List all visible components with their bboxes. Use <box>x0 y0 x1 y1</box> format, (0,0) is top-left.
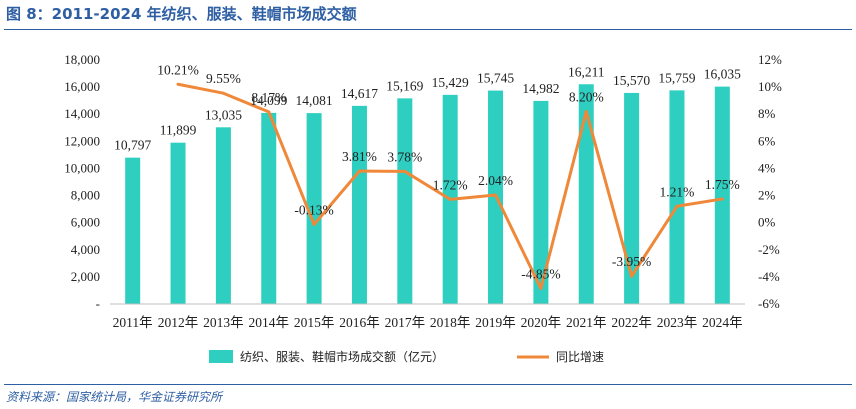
bar <box>170 142 186 304</box>
growth-point <box>720 197 724 201</box>
y-left-tick-label: - <box>96 296 100 311</box>
x-tick-label: 2023年 <box>657 315 698 330</box>
growth-point <box>221 91 225 95</box>
legend-label-bar: 纺织、服装、鞋帽市场成交额（亿元） <box>240 349 444 364</box>
growth-value-label: 9.55% <box>206 71 241 86</box>
bar-value-label: 15,745 <box>477 71 514 86</box>
x-tick-label: 2022年 <box>611 315 652 330</box>
x-tick-label: 2017年 <box>385 315 426 330</box>
growth-point <box>448 197 452 201</box>
growth-point <box>267 110 271 114</box>
x-tick-label: 2019年 <box>475 315 516 330</box>
bar-value-label: 14,099 <box>250 93 287 108</box>
x-tick-label: 2021年 <box>566 315 607 330</box>
x-tick-label: 2020年 <box>521 315 562 330</box>
growth-value-label: 10.21% <box>157 62 199 77</box>
x-tick-label: 2016年 <box>339 315 380 330</box>
bar <box>578 84 594 304</box>
x-tick-label: 2024年 <box>702 315 743 330</box>
growth-value-label: 1.75% <box>705 177 740 192</box>
y-right-tick-label: -2% <box>758 242 780 257</box>
y-left-tick-label: 14,000 <box>64 106 100 121</box>
y-left-tick-label: 10,000 <box>64 160 100 175</box>
bar <box>533 100 549 304</box>
bar <box>714 86 730 305</box>
bar <box>669 90 685 305</box>
bar <box>397 98 413 304</box>
source-rule <box>4 384 852 385</box>
bar <box>624 92 640 304</box>
growth-value-label: -3.95% <box>612 254 651 269</box>
growth-value-label: -0.13% <box>294 202 333 217</box>
y-left-tick-label: 4,000 <box>71 242 100 257</box>
y-left-tick-label: 6,000 <box>71 215 100 230</box>
growth-value-label: 3.81% <box>342 149 377 164</box>
y-right-tick-label: 4% <box>758 160 776 175</box>
y-left-tick-label: 12,000 <box>64 133 100 148</box>
y-right-tick-label: 2% <box>758 188 776 203</box>
chart-title: 图 8：2011-2024 年纺织、服装、鞋帽市场成交额 <box>6 5 357 23</box>
bar-value-label: 14,617 <box>341 86 378 101</box>
growth-point <box>176 82 180 86</box>
x-tick-label: 2018年 <box>430 315 471 330</box>
source-note: 资料来源：国家统计局，华金证券研究所 <box>6 390 223 404</box>
growth-point <box>675 204 679 208</box>
growth-point <box>357 169 361 173</box>
bar-value-label: 10,797 <box>114 138 151 153</box>
bar-value-label: 13,035 <box>205 107 242 122</box>
bar <box>261 112 277 304</box>
growth-value-label: 1.21% <box>660 184 695 199</box>
bar <box>306 113 322 304</box>
bar-value-label: 15,570 <box>613 73 650 88</box>
growth-point <box>539 286 543 290</box>
growth-value-label: 3.78% <box>387 149 422 164</box>
growth-value-label: 2.04% <box>478 173 513 188</box>
growth-point <box>630 274 634 278</box>
bar <box>351 105 367 304</box>
bar-value-label: 15,429 <box>432 75 469 90</box>
title-underline <box>4 29 852 30</box>
bar <box>215 127 231 304</box>
growth-point <box>403 169 407 173</box>
legend-swatch-bar <box>209 350 233 363</box>
y-right-tick-label: 10% <box>758 79 782 94</box>
x-tick-label: 2015年 <box>294 315 335 330</box>
y-right-tick-label: 12% <box>758 52 782 67</box>
growth-value-label: 8.17% <box>251 90 286 105</box>
bar-value-label: 16,211 <box>568 64 605 79</box>
x-tick-label: 2011年 <box>113 315 153 330</box>
x-tick-label: 2013年 <box>203 315 244 330</box>
growth-value-label: 8.20% <box>569 90 604 105</box>
bar-value-label: 16,035 <box>704 67 741 82</box>
growth-point <box>584 110 588 114</box>
y-right-tick-label: 0% <box>758 215 776 230</box>
x-tick-label: 2014年 <box>249 315 290 330</box>
growth-point <box>312 222 316 226</box>
bar-value-label: 11,899 <box>160 123 197 138</box>
axes-layer: - 2,000 4,000 6,000 8,000 10,000 12,000 14,000 1… <box>64 52 782 330</box>
y-left-tick-label: 16,000 <box>64 79 100 94</box>
bar-value-label: 14,982 <box>522 81 559 96</box>
combo-chart: - 2,000 4,000 6,000 8,000 10,000 12,000 14,000 1… <box>64 52 782 364</box>
y-left-tick-label: 2,000 <box>71 269 100 284</box>
bar-value-label: 15,759 <box>658 70 695 85</box>
y-right-tick-label: -4% <box>758 269 780 284</box>
y-right-tick-label: 8% <box>758 106 776 121</box>
legend: 纺织、服装、鞋帽市场成交额（亿元） 同比增速 <box>209 349 604 364</box>
x-tick-label: 2012年 <box>158 315 199 330</box>
bar-value-label: 15,169 <box>386 78 423 93</box>
growth-value-label: -4.85% <box>521 266 560 281</box>
growth-value-label: 1.72% <box>433 177 468 192</box>
line-layer <box>176 82 724 290</box>
y-right-tick-label: -6% <box>758 296 780 311</box>
legend-label-line: 同比增速 <box>556 350 604 364</box>
bar <box>125 157 141 304</box>
y-left-tick-label: 8,000 <box>71 188 100 203</box>
bar-value-label: 14,081 <box>296 93 333 108</box>
y-left-tick-label: 18,000 <box>64 52 100 67</box>
growth-point <box>494 193 498 197</box>
labels-layer: 10,797 11,899 13,035 14,099 14,081 14,617 15,1… <box>114 62 741 281</box>
y-right-tick-label: 6% <box>758 133 776 148</box>
